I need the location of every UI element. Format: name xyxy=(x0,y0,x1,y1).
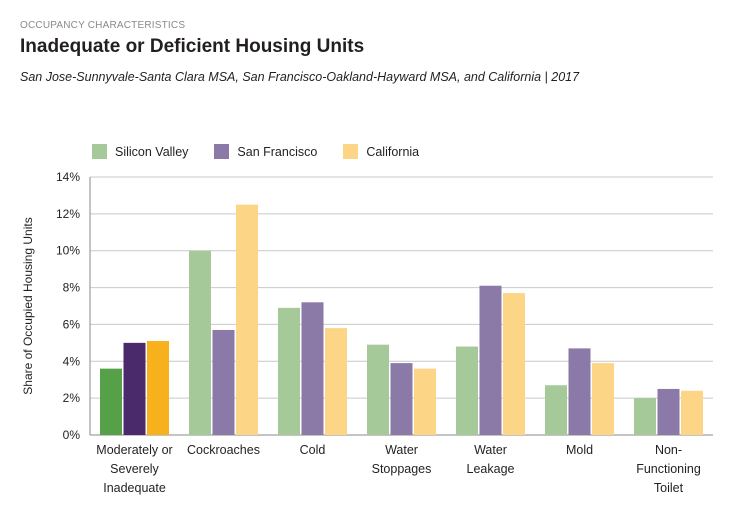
bar xyxy=(545,385,567,435)
y-tick-label: 4% xyxy=(63,354,81,368)
section-kicker: OCCUPANCY CHARACTERISTICS xyxy=(20,20,186,31)
x-tick-label-line: Stoppages xyxy=(372,462,432,476)
bar xyxy=(503,293,525,435)
x-tick-label: Moderately or Severely Inadequate xyxy=(96,443,172,495)
bar xyxy=(390,363,413,435)
bar xyxy=(367,344,389,435)
x-tick-label: Cold xyxy=(300,443,326,457)
x-tick-label: Non- Functioning Toilet xyxy=(636,443,701,495)
legend-label: California xyxy=(366,144,420,159)
chart-title: Inadequate or Deficient Housing Units xyxy=(20,36,365,57)
y-tick-label: 8% xyxy=(63,281,81,295)
legend-swatch xyxy=(92,144,107,159)
bar xyxy=(456,346,478,435)
bar xyxy=(414,368,436,435)
x-tick-label-line: Water xyxy=(385,443,418,457)
y-axis-label: Share of Occupied Housing Units xyxy=(21,217,35,394)
bar xyxy=(278,307,300,435)
chart-subtitle: San Jose-Sunnyvale-Santa Clara MSA, San … xyxy=(20,70,580,84)
legend-swatch xyxy=(343,144,359,159)
legend-item-silicon-valley: Silicon Valley xyxy=(92,144,188,159)
bar xyxy=(325,328,347,435)
bar xyxy=(479,285,502,435)
legend-swatch xyxy=(214,144,230,159)
bar xyxy=(189,250,211,435)
legend-item-california: California xyxy=(343,144,419,159)
bar xyxy=(634,398,656,435)
x-tick-label-line: Leakage xyxy=(467,462,515,476)
x-tick-label: Water Leakage xyxy=(467,443,515,476)
bar xyxy=(592,363,614,435)
y-tick-label: 2% xyxy=(63,391,81,405)
x-tick-label-line: Severely xyxy=(110,462,159,476)
x-tick-label-line: Functioning xyxy=(636,462,701,476)
y-tick-label: 12% xyxy=(56,207,80,221)
bar xyxy=(100,368,122,435)
bar xyxy=(236,204,258,435)
y-tick-label: 14% xyxy=(56,170,80,184)
bar xyxy=(681,390,703,435)
x-tick-label-line: Water xyxy=(474,443,507,457)
x-tick-label: Mold xyxy=(566,443,593,457)
x-tick-label-line: Non- xyxy=(655,443,682,457)
bar xyxy=(147,341,169,435)
x-tick-label-line: Mold xyxy=(566,443,593,457)
bar xyxy=(212,329,235,435)
legend-label: Silicon Valley xyxy=(115,144,189,159)
y-tick-label: 10% xyxy=(56,244,80,258)
bar xyxy=(657,388,680,435)
legend-item-san-francisco: San Francisco xyxy=(214,144,317,159)
bar xyxy=(301,302,324,435)
bar xyxy=(568,348,591,435)
bar xyxy=(123,342,146,435)
y-tick-label: 0% xyxy=(63,428,81,442)
x-tick-label-line: Cold xyxy=(300,443,326,457)
x-tick-label: Water Stoppages xyxy=(372,443,432,476)
x-tick-label-line: Cockroaches xyxy=(187,443,260,457)
legend-label: San Francisco xyxy=(237,144,318,159)
x-tick-label: Cockroaches xyxy=(187,443,260,457)
y-tick-label: 6% xyxy=(63,317,81,331)
x-tick-label-line: Inadequate xyxy=(103,481,166,495)
x-tick-label-line: Moderately or xyxy=(96,443,172,457)
chart-legend: Silicon Valley San Francisco California xyxy=(92,144,419,159)
x-tick-label-line: Toilet xyxy=(654,481,684,495)
